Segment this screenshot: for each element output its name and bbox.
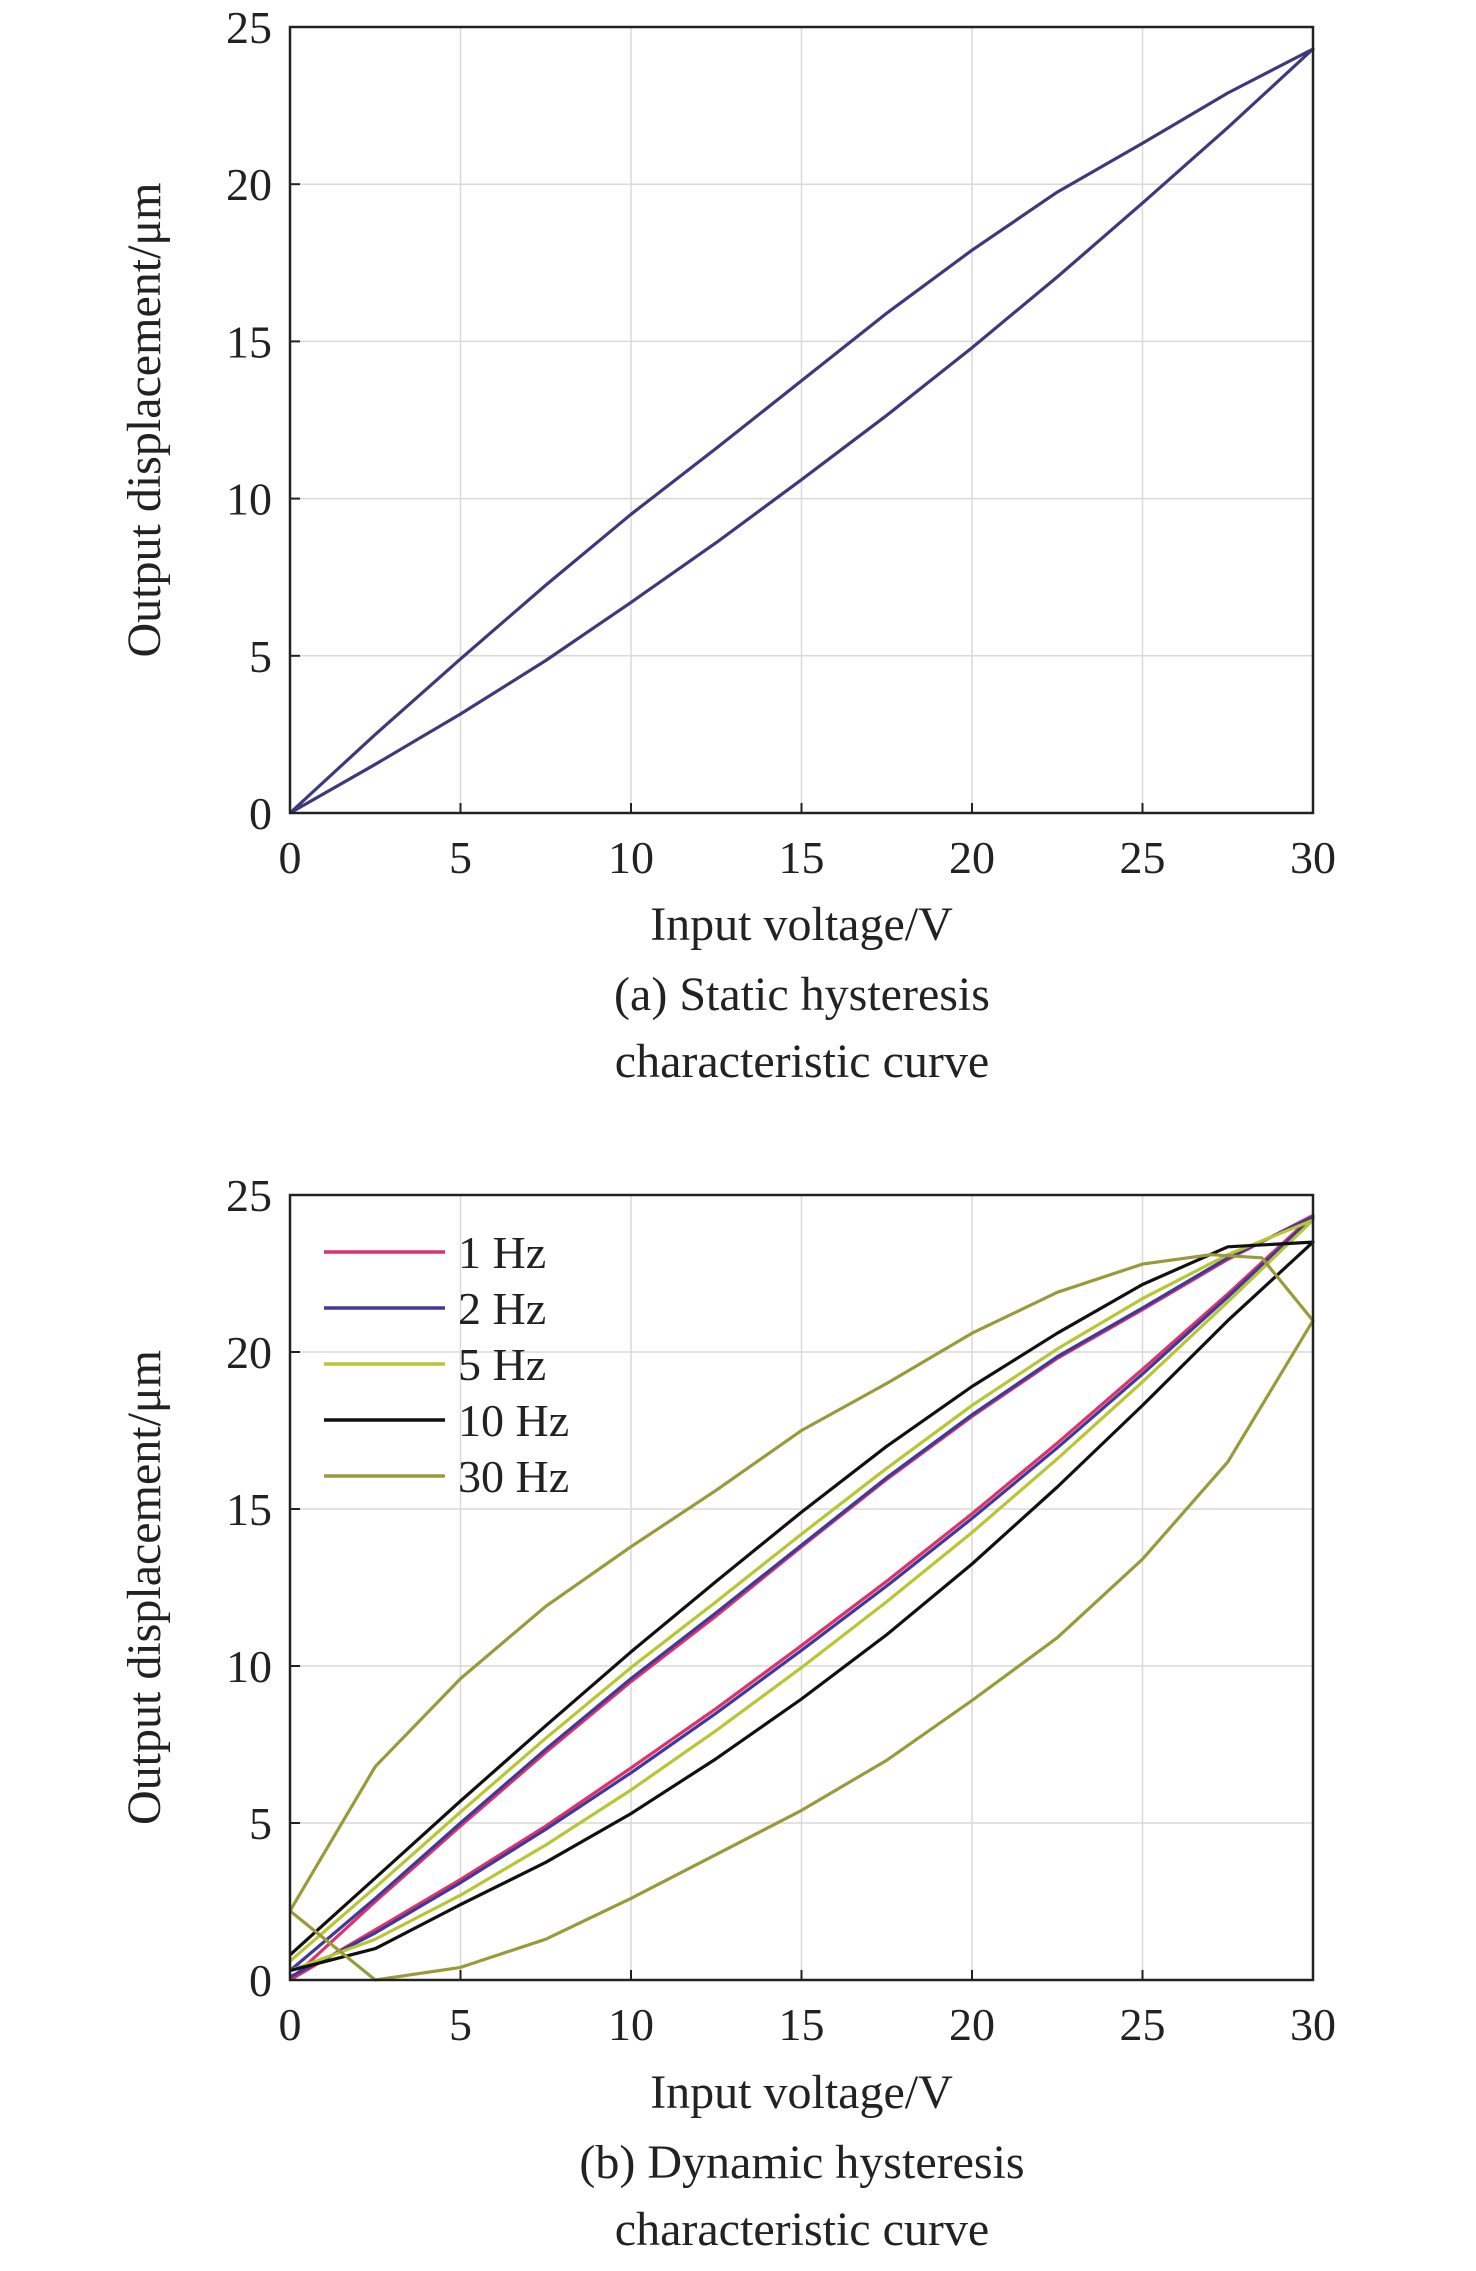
x-tick-label: 15	[779, 832, 825, 883]
x-tick-label: 30	[1290, 832, 1336, 883]
x-tick-label: 25	[1120, 832, 1166, 883]
x-axis-label-b: Input voltage/V	[650, 2066, 953, 2119]
axes-frame-b	[288, 1193, 1315, 1982]
legend-label: 2 Hz	[458, 1283, 546, 1334]
y-tick-label: 15	[226, 316, 272, 367]
y-tick-label: 5	[249, 631, 272, 682]
y-tick-label: 20	[226, 1327, 272, 1378]
y-tick-label: 10	[226, 474, 272, 525]
x-tick-label: 20	[949, 832, 995, 883]
legend-label: 5 Hz	[458, 1339, 546, 1390]
x-tick-labels-b: 0 5 10 15 20 25 30	[279, 1999, 1337, 2050]
x-tick-label: 5	[449, 1999, 472, 2050]
caption-line-1-a: (a) Static hysteresis	[614, 968, 990, 1021]
y-tick-label: 10	[226, 1641, 272, 1692]
legend-label: 10 Hz	[458, 1395, 569, 1446]
grid-a	[289, 26, 1314, 814]
x-axis-label-a: Input voltage/V	[650, 898, 953, 951]
legend-label: 30 Hz	[458, 1451, 569, 1502]
x-tick-label: 10	[608, 832, 654, 883]
axes-frame-a	[288, 25, 1315, 815]
y-tick-label: 25	[226, 1170, 272, 1221]
series-line-30-hz	[288, 1253, 1315, 1982]
y-tick-label: 20	[226, 159, 272, 210]
y-tick-label: 25	[226, 2, 272, 53]
x-tick-label: 25	[1120, 1999, 1166, 2050]
y-tick-labels-b: 0 5 10 15 20 25	[226, 1170, 272, 2006]
y-axis-label-b: Output displacement/μm	[118, 1350, 171, 1825]
legend-label: 1 Hz	[458, 1227, 546, 1278]
x-tick-label: 30	[1290, 1999, 1336, 2050]
x-tick-label: 20	[949, 1999, 995, 2050]
x-tick-label: 15	[779, 1999, 825, 2050]
y-tick-label: 0	[249, 1955, 272, 2006]
caption-line-2-b: characteristic curve	[615, 2203, 989, 2256]
caption-line-1-b: (b) Dynamic hysteresis	[579, 2136, 1024, 2189]
x-tick-label: 0	[279, 832, 302, 883]
x-tick-label: 0	[279, 1999, 302, 2050]
y-tick-label: 0	[249, 788, 272, 839]
grid-b	[289, 1194, 1314, 1981]
x-tick-label: 10	[608, 1999, 654, 2050]
y-tick-label: 15	[226, 1484, 272, 1535]
y-tick-label: 5	[249, 1798, 272, 1849]
x-tick-labels-a: 0 5 10 15 20 25 30	[279, 832, 1337, 883]
x-tick-label: 5	[449, 832, 472, 883]
y-tick-labels-a: 0 5 10 15 20 25	[226, 2, 272, 839]
caption-line-2-a: characteristic curve	[615, 1035, 989, 1088]
y-axis-label-a: Output displacement/μm	[118, 183, 171, 658]
